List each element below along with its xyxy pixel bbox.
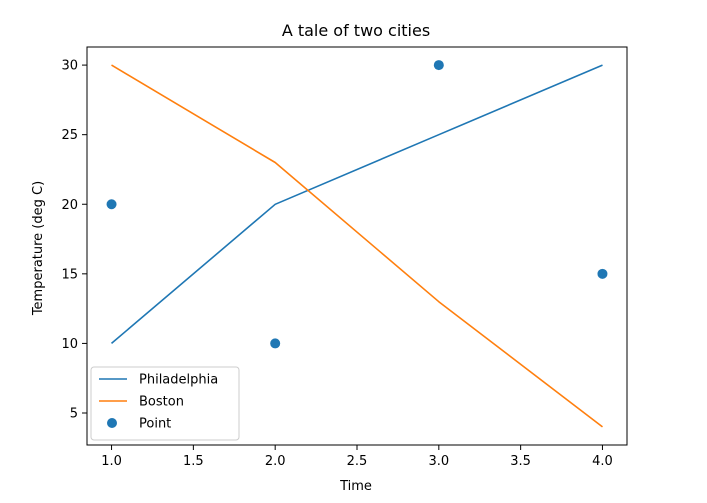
- x-tick-label: 2.5: [347, 454, 368, 469]
- legend-label-point: Point: [139, 417, 171, 432]
- series-line-philadelphia: [110, 64, 603, 345]
- y-tick-label: 10: [61, 337, 78, 352]
- y-axis: 5 10 15 20 25 30: [61, 59, 87, 421]
- legend-label-philadelphia: Philadelphia: [139, 373, 218, 388]
- x-axis: 1.0 1.5 2.0 2.5 3.0 3.5 4.0: [101, 445, 613, 469]
- legend-label-boston: Boston: [139, 395, 184, 410]
- chart-title: A tale of two cities: [282, 21, 430, 40]
- x-tick-label: 3.5: [510, 454, 531, 469]
- series-line-boston: [111, 64, 603, 428]
- y-tick-label: 15: [61, 267, 78, 282]
- x-tick-label: 1.0: [101, 454, 122, 469]
- scatter-point: [597, 268, 608, 279]
- x-tick-label: 2.0: [265, 454, 286, 469]
- legend-swatch-point: [107, 418, 117, 428]
- legend: Philadelphia Boston Point: [90, 366, 240, 441]
- scatter-point: [433, 60, 444, 71]
- y-axis-title: Temperature (deg C): [31, 181, 46, 316]
- legend-box: [90, 366, 240, 441]
- scatter-point: [270, 338, 281, 349]
- x-tick-label: 3.0: [428, 454, 449, 469]
- y-tick-label: 5: [70, 406, 78, 421]
- y-tick-label: 20: [61, 198, 78, 213]
- x-axis-title: Time: [339, 479, 372, 494]
- x-tick-label: 1.5: [183, 454, 204, 469]
- y-tick-label: 25: [61, 128, 78, 143]
- scatter-point: [106, 199, 117, 210]
- y-tick-label: 30: [61, 59, 78, 74]
- x-tick-label: 4.0: [592, 454, 613, 469]
